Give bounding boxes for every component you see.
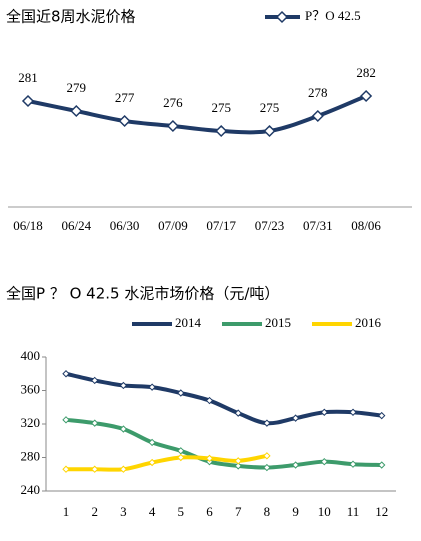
marker bbox=[90, 465, 99, 473]
marker bbox=[148, 438, 156, 447]
x-tick-label: 1 bbox=[63, 504, 70, 519]
marker bbox=[377, 411, 386, 420]
marker bbox=[90, 376, 99, 385]
marker bbox=[291, 414, 300, 422]
marker bbox=[119, 381, 128, 390]
x-tick-label: 08/06 bbox=[351, 218, 381, 233]
marker bbox=[320, 457, 329, 466]
data-label: 276 bbox=[163, 95, 183, 110]
y-tick-label: 320 bbox=[21, 415, 41, 430]
legend-label: 2016 bbox=[355, 315, 382, 330]
marker bbox=[349, 460, 357, 468]
chart-title: 全国近8周水泥价格 bbox=[6, 8, 136, 26]
marker bbox=[360, 89, 373, 103]
marker bbox=[177, 453, 185, 462]
marker bbox=[320, 408, 329, 416]
x-tick-label: 07/31 bbox=[303, 218, 333, 233]
x-tick-label: 8 bbox=[264, 504, 271, 519]
line-series bbox=[65, 371, 382, 426]
x-tick-label: 2 bbox=[91, 504, 98, 519]
x-tick-label: 07/23 bbox=[255, 218, 285, 233]
x-tick-label: 06/18 bbox=[13, 218, 43, 233]
marker bbox=[166, 119, 179, 133]
marker bbox=[90, 419, 99, 427]
marker bbox=[148, 383, 156, 391]
marker bbox=[70, 104, 83, 118]
marker bbox=[119, 465, 128, 473]
marker bbox=[234, 457, 242, 465]
marker bbox=[119, 425, 128, 433]
x-tick-label: 07/17 bbox=[206, 218, 236, 233]
marker bbox=[205, 454, 214, 463]
legend-marker bbox=[275, 10, 289, 24]
marker bbox=[263, 452, 271, 460]
marker bbox=[291, 461, 300, 469]
marker bbox=[234, 462, 242, 470]
marker bbox=[234, 409, 242, 417]
marker bbox=[311, 109, 324, 123]
y-tick-label: 360 bbox=[21, 381, 41, 396]
x-tick-label: 07/09 bbox=[158, 218, 188, 233]
marker bbox=[263, 419, 271, 427]
x-tick-label: 06/30 bbox=[110, 218, 140, 233]
marker bbox=[263, 463, 271, 472]
data-label: 275 bbox=[211, 100, 231, 115]
marker bbox=[118, 114, 131, 128]
y-tick-label: 400 bbox=[21, 348, 41, 363]
marker bbox=[148, 458, 156, 467]
x-tick-label: 06/24 bbox=[61, 218, 91, 233]
data-label: 279 bbox=[67, 80, 87, 95]
y-tick-label: 240 bbox=[21, 482, 41, 497]
marker bbox=[377, 461, 386, 469]
marker bbox=[21, 94, 35, 108]
marker bbox=[263, 124, 276, 138]
chart-title: 全国P ？ O 42.5 水泥市场价格（元/吨） bbox=[6, 285, 279, 303]
legend-label: 2015 bbox=[265, 315, 291, 330]
data-label: 282 bbox=[356, 65, 376, 80]
legend-label: P？O 42.5 bbox=[305, 8, 361, 23]
x-tick-label: 7 bbox=[235, 504, 242, 519]
data-label: 281 bbox=[18, 70, 38, 85]
marker bbox=[177, 389, 185, 397]
x-tick-label: 3 bbox=[120, 504, 127, 519]
marker bbox=[62, 370, 70, 378]
data-label: 275 bbox=[260, 100, 280, 115]
marker bbox=[62, 416, 70, 424]
x-tick-label: 12 bbox=[375, 504, 388, 519]
x-tick-label: 6 bbox=[206, 504, 213, 519]
x-tick-label: 10 bbox=[318, 504, 331, 519]
x-tick-label: 11 bbox=[347, 504, 360, 519]
marker bbox=[215, 124, 228, 138]
x-tick-label: 4 bbox=[149, 504, 156, 519]
y-tick-label: 280 bbox=[21, 448, 41, 463]
data-label: 278 bbox=[308, 85, 328, 100]
marker bbox=[349, 408, 357, 416]
x-tick-label: 9 bbox=[292, 504, 299, 519]
data-label: 277 bbox=[115, 90, 135, 105]
marker bbox=[62, 465, 70, 473]
x-tick-label: 5 bbox=[178, 504, 185, 519]
marker bbox=[205, 396, 214, 405]
legend-label: 2014 bbox=[175, 315, 202, 330]
